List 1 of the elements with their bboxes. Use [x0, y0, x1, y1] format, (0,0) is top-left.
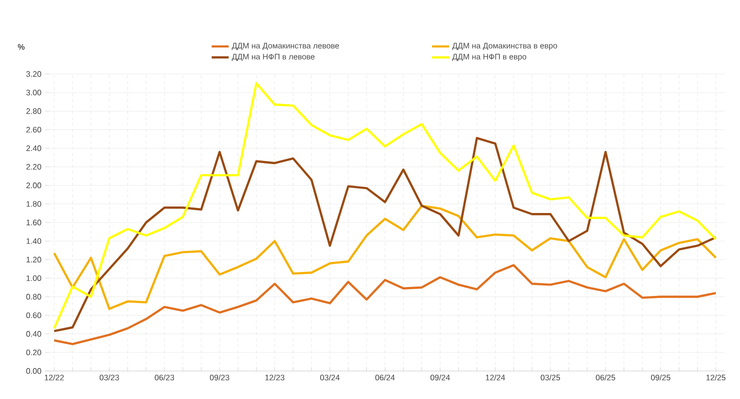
- line-series: [53, 204, 717, 310]
